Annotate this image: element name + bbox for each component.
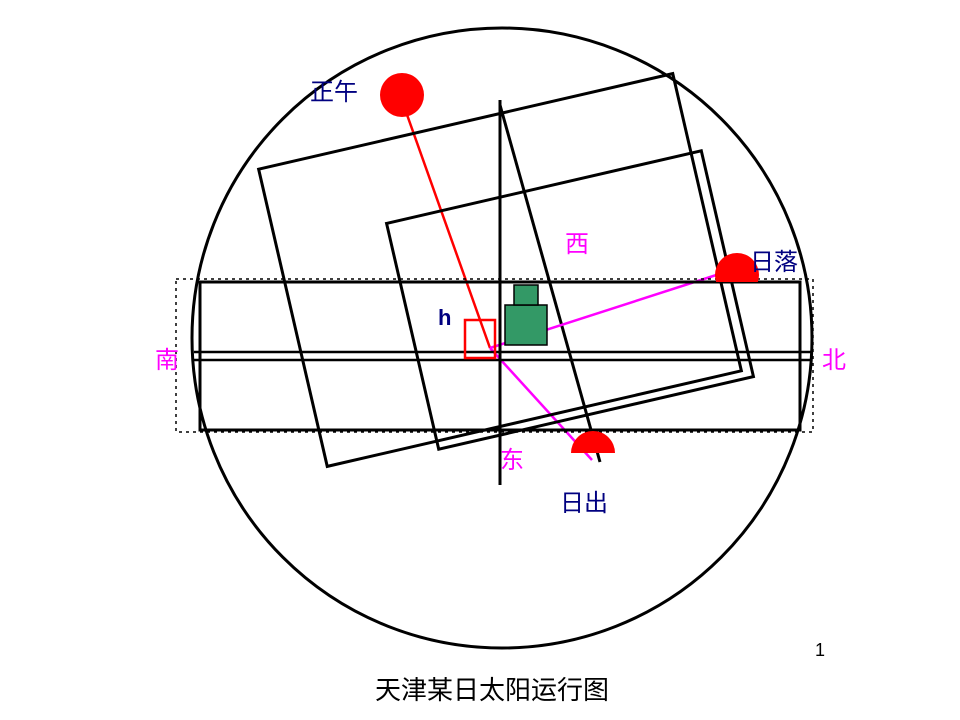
house-top — [514, 285, 538, 305]
sun-noon — [380, 73, 424, 117]
house-base — [505, 305, 547, 345]
diagram-title: 天津某日太阳运行图 — [375, 670, 609, 707]
label-noon: 正午 — [310, 72, 358, 107]
sun-path-plane-inner — [387, 151, 754, 450]
label-south: 南 — [155, 340, 179, 375]
diagram-canvas — [0, 0, 960, 720]
label-west: 西 — [565, 224, 589, 259]
label-sunrise: 日出 — [560, 483, 608, 518]
celestial-circle — [192, 28, 812, 648]
page-number: 1 — [815, 640, 825, 661]
label-north: 北 — [822, 340, 846, 375]
label-sunset: 日落 — [750, 242, 798, 277]
label-h: h — [438, 305, 451, 331]
label-east: 东 — [500, 440, 524, 475]
sun-sunrise — [571, 431, 615, 475]
